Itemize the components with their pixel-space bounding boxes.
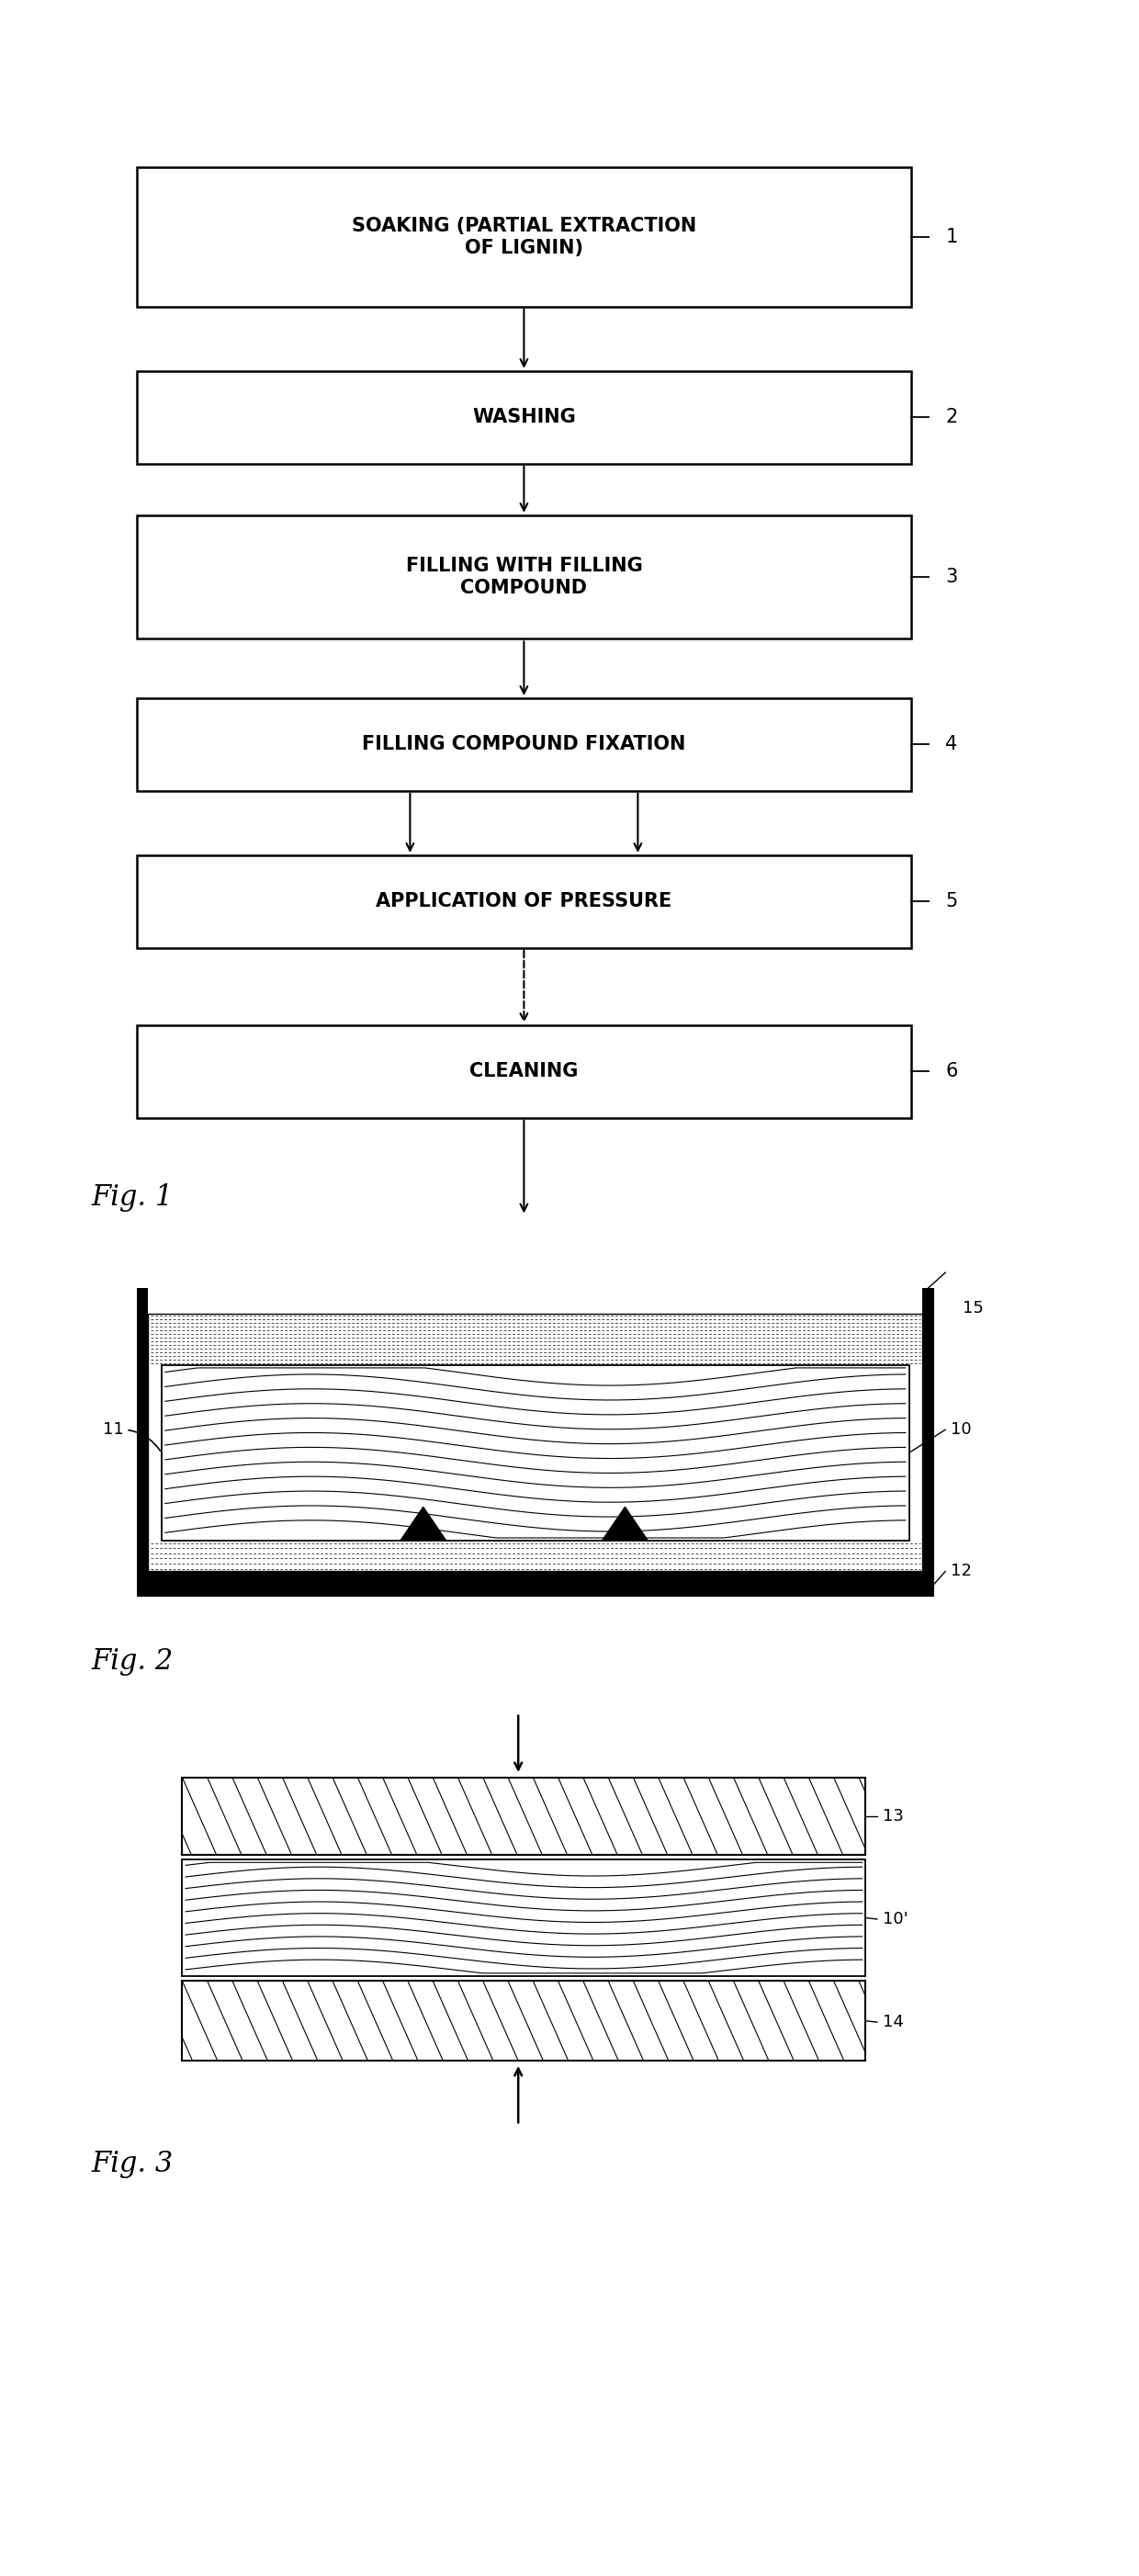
Text: 2: 2 [945,407,958,428]
Text: Fig. 1: Fig. 1 [91,1182,173,1213]
Bar [182,1981,866,2061]
Text: 4: 4 [945,734,958,755]
Text: 10': 10' [883,1911,908,1927]
Text: 13: 13 [883,1808,903,1824]
Bar [137,1025,911,1118]
Text: SOAKING (PARTIAL EXTRACTION
OF LIGNIN): SOAKING (PARTIAL EXTRACTION OF LIGNIN) [352,216,696,258]
Text: WASHING: WASHING [473,407,575,428]
Bar [182,1860,866,1976]
Text: FILLING COMPOUND FIXATION: FILLING COMPOUND FIXATION [362,734,686,755]
Polygon shape [603,1507,648,1540]
Bar [148,1314,923,1571]
Text: FILLING WITH FILLING
COMPOUND: FILLING WITH FILLING COMPOUND [405,556,642,598]
Text: APPLICATION OF PRESSURE: APPLICATION OF PRESSURE [376,891,672,912]
Text: 15: 15 [962,1301,983,1316]
Text: 11: 11 [103,1422,161,1450]
Bar [137,371,911,464]
Bar [137,698,911,791]
Text: Fig. 3: Fig. 3 [91,2148,173,2179]
Bar [137,1571,934,1597]
Bar [162,1365,909,1540]
Bar [137,1288,148,1597]
Text: 5: 5 [945,891,958,912]
Text: 1: 1 [945,227,958,247]
Polygon shape [401,1507,446,1540]
Bar [137,515,911,639]
Bar [182,1777,866,1855]
Text: 14: 14 [883,2014,903,2030]
Bar [137,167,911,307]
Bar [923,1288,934,1597]
Text: 10: 10 [951,1422,972,1437]
Bar [137,855,911,948]
Text: 6: 6 [945,1061,958,1082]
Text: CLEANING: CLEANING [469,1061,579,1082]
Text: 3: 3 [945,567,958,587]
Bar [148,1314,923,1571]
Text: 12: 12 [951,1564,972,1579]
Text: Fig. 2: Fig. 2 [91,1646,173,1677]
